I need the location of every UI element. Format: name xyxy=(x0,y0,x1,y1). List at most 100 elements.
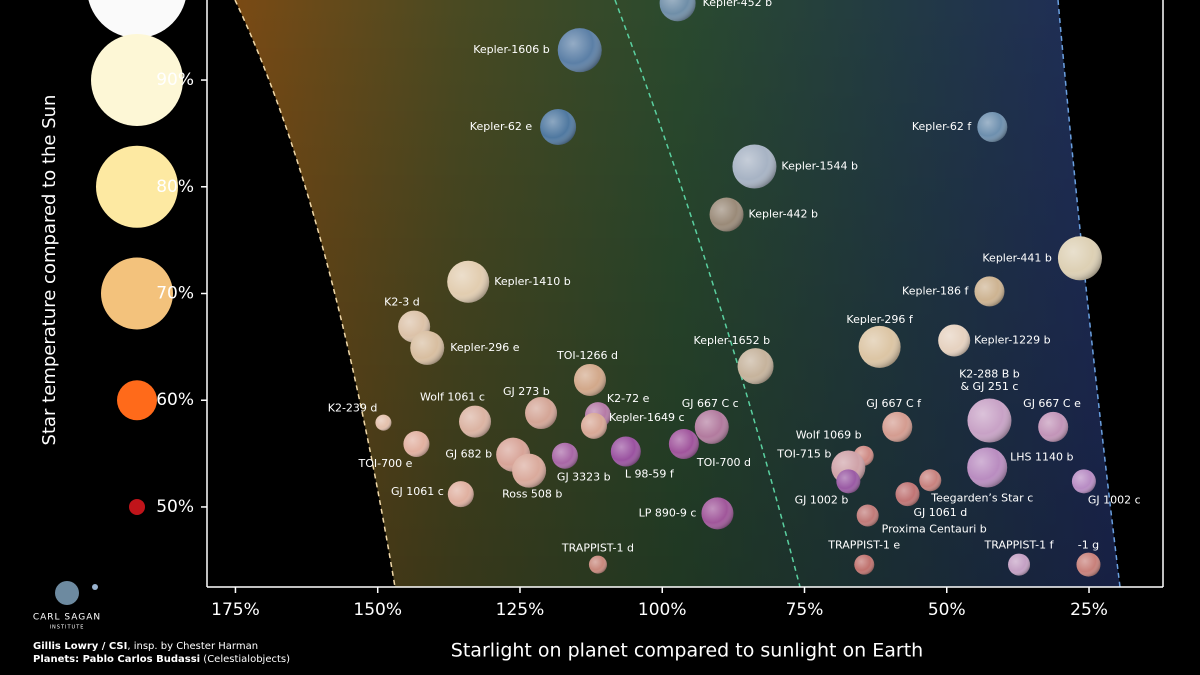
logo-moon xyxy=(92,584,98,590)
x-tick-label: 150% xyxy=(353,600,402,620)
x-tick-label: 125% xyxy=(496,600,545,620)
planet-shade xyxy=(459,405,492,438)
star-marker xyxy=(117,380,157,421)
planet-shade xyxy=(836,469,861,494)
planet-label: L 98-59 f xyxy=(625,467,675,480)
x-tick-label: 75% xyxy=(786,600,824,620)
planet-shade xyxy=(732,144,777,189)
x-tick-label: 175% xyxy=(211,600,260,620)
planet-label: Kepler-441 b xyxy=(982,251,1052,264)
planet-label: LHS 1140 b xyxy=(1010,450,1073,463)
planet-label: LP 890-9 c xyxy=(639,506,697,519)
planet-shade xyxy=(668,428,699,459)
y-tick-label: 70% xyxy=(156,284,194,304)
planet-shade xyxy=(1076,552,1101,577)
planet-shade xyxy=(410,330,445,365)
planet-shade xyxy=(525,397,558,430)
planet-shade xyxy=(1071,469,1096,494)
logo-text: CARL SAGAN xyxy=(33,613,101,623)
x-tick-label: 100% xyxy=(638,600,687,620)
planet-shade xyxy=(895,482,920,507)
planet-shade xyxy=(610,436,641,467)
planet-label: Kepler-1544 b xyxy=(781,159,858,172)
planet-label: GJ 3323 b xyxy=(557,471,611,484)
planet-shade xyxy=(573,363,606,396)
planet-shade xyxy=(974,276,1005,307)
planet-shade xyxy=(580,412,607,439)
planet-label: Kepler-442 b xyxy=(749,208,819,221)
credit-normal: (Celestialobjects) xyxy=(200,654,290,665)
planet-shade xyxy=(967,447,1008,488)
logo-text: INSTITUTE xyxy=(50,625,85,631)
planet-label: TOI-715 b xyxy=(776,447,831,460)
inner-boundary xyxy=(234,0,396,588)
planet-label: GJ 667 C f xyxy=(866,397,922,410)
planet-label: Kepler-186 f xyxy=(902,284,970,297)
credit-normal: , insp. by Chester Harman xyxy=(127,641,258,652)
outer-boundary xyxy=(1057,0,1121,588)
star-marker xyxy=(91,34,183,127)
y-tick-label: 60% xyxy=(156,390,194,410)
planet-shade xyxy=(854,554,875,575)
planet-label: TRAPPIST-1 f xyxy=(984,539,1055,552)
planet-shade xyxy=(557,28,602,73)
star-marker xyxy=(129,498,145,515)
plot: Kepler-452 b Kepler-1606 b Kepler-62 e Kepl… xyxy=(328,0,1141,577)
planet-shade xyxy=(1038,411,1069,442)
planet-shade xyxy=(709,197,744,232)
planet-label: K2-72 e xyxy=(607,392,650,405)
planet-label: TOI-1266 d xyxy=(556,349,618,362)
planet-label: Teegarden’s Star c xyxy=(930,491,1033,504)
planet-shade xyxy=(403,430,430,457)
planet-shade xyxy=(967,398,1012,443)
planet-label: K2-239 d xyxy=(328,402,378,415)
planet-label: GJ 682 b xyxy=(445,448,492,461)
planet-label: Kepler-296 e xyxy=(450,341,520,354)
planet-shade xyxy=(1008,553,1031,576)
credit: Gillis Lowry / CSI, insp. by Chester Har… xyxy=(33,641,258,652)
planet-label: GJ 1061 d xyxy=(913,506,967,519)
star-marker xyxy=(96,145,178,228)
star-icon xyxy=(88,0,186,38)
planet-label: K2-3 d xyxy=(384,296,420,309)
planet-label: Kepler-452 b xyxy=(703,0,773,9)
credit-bold: Gillis Lowry / CSI xyxy=(33,641,127,652)
planet-label: GJ 1061 c xyxy=(391,485,444,498)
planet-shade xyxy=(512,453,547,488)
credit-bold: Planets: Pablo Carlos Budassi xyxy=(33,654,200,665)
planet-label: Proxima Centauri b xyxy=(882,522,987,535)
y-tick-label: 80% xyxy=(156,177,194,197)
planet-shade xyxy=(1057,236,1102,281)
y-tick-label: 50% xyxy=(156,497,194,517)
y-tick-label: 90% xyxy=(156,70,194,90)
label-line: K2-288 B b xyxy=(959,368,1020,381)
label-line: & GJ 251 c xyxy=(960,380,1018,393)
planet-shade xyxy=(701,497,734,530)
x-tick-label: 50% xyxy=(928,600,966,620)
planet-shade xyxy=(375,414,392,431)
planet-shade xyxy=(856,504,879,527)
planet-label: GJ 1002 c xyxy=(1088,493,1141,506)
planet-label: Ross 508 b xyxy=(502,488,562,501)
planet-shade xyxy=(540,109,577,146)
planet-shade xyxy=(737,348,774,385)
x-tick-label: 25% xyxy=(1070,600,1108,620)
planet-shade xyxy=(919,469,942,492)
planet-shade xyxy=(938,324,971,357)
planet-label: TOI-700 e xyxy=(358,457,413,470)
planet-label: GJ 667 C e xyxy=(1023,397,1081,410)
planet-label: Wolf 1069 b xyxy=(796,429,862,442)
planet-label: Kepler-62 e xyxy=(470,120,533,133)
planet-shade xyxy=(977,112,1008,143)
planet-label: Kepler-1229 b xyxy=(974,333,1051,346)
mid-boundary xyxy=(614,0,801,588)
planet-shade xyxy=(858,325,901,368)
planet-shade xyxy=(551,442,578,469)
planet-shade xyxy=(659,0,696,22)
planet-shade xyxy=(882,411,913,442)
planet-label: -1 g xyxy=(1078,539,1099,552)
planet-label: TRAPPIST-1 e xyxy=(827,539,900,552)
planet-label: Kepler-62 f xyxy=(912,120,973,133)
